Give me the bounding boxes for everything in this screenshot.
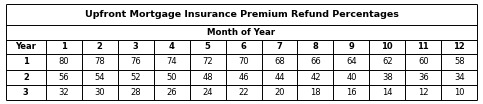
Text: 32: 32 [58, 88, 69, 97]
Text: 62: 62 [382, 58, 393, 66]
Text: 11: 11 [417, 42, 429, 51]
Text: 76: 76 [130, 58, 141, 66]
Text: 5: 5 [205, 42, 211, 51]
Text: 34: 34 [454, 73, 465, 82]
Text: 26: 26 [166, 88, 177, 97]
Text: 80: 80 [58, 58, 69, 66]
Text: 50: 50 [167, 73, 177, 82]
Text: 3: 3 [23, 88, 28, 97]
Text: 28: 28 [130, 88, 141, 97]
Text: 3: 3 [133, 42, 139, 51]
Text: 9: 9 [349, 42, 354, 51]
Text: 10: 10 [454, 88, 465, 97]
Text: 72: 72 [202, 58, 213, 66]
Text: 2: 2 [23, 73, 29, 82]
Text: 22: 22 [238, 88, 249, 97]
Text: 38: 38 [382, 73, 393, 82]
Text: 10: 10 [382, 42, 393, 51]
Text: 12: 12 [454, 42, 465, 51]
Text: 68: 68 [274, 58, 285, 66]
Text: 2: 2 [97, 42, 103, 51]
Text: 24: 24 [202, 88, 213, 97]
Text: 64: 64 [346, 58, 357, 66]
Text: 66: 66 [310, 58, 321, 66]
Text: 58: 58 [454, 58, 465, 66]
Text: 1: 1 [61, 42, 67, 51]
Text: 30: 30 [95, 88, 105, 97]
Text: 7: 7 [277, 42, 283, 51]
Text: 70: 70 [238, 58, 249, 66]
Text: 56: 56 [58, 73, 69, 82]
Text: 54: 54 [95, 73, 105, 82]
Text: 4: 4 [169, 42, 175, 51]
Text: 18: 18 [310, 88, 321, 97]
Text: 48: 48 [202, 73, 213, 82]
Text: 52: 52 [130, 73, 141, 82]
Text: 36: 36 [418, 73, 428, 82]
Text: Year: Year [15, 42, 36, 51]
Text: 78: 78 [94, 58, 105, 66]
Text: 60: 60 [418, 58, 428, 66]
Text: 14: 14 [382, 88, 393, 97]
Text: Upfront Mortgage Insurance Premium Refund Percentages: Upfront Mortgage Insurance Premium Refun… [85, 10, 398, 19]
Text: 46: 46 [238, 73, 249, 82]
Text: 40: 40 [346, 73, 356, 82]
Text: 1: 1 [23, 58, 29, 66]
Text: 74: 74 [166, 58, 177, 66]
Text: 42: 42 [310, 73, 321, 82]
Text: 20: 20 [274, 88, 285, 97]
Text: 8: 8 [313, 42, 318, 51]
Text: 12: 12 [418, 88, 428, 97]
Text: 16: 16 [346, 88, 357, 97]
Text: Month of Year: Month of Year [207, 28, 276, 37]
Text: 44: 44 [274, 73, 285, 82]
Text: 6: 6 [241, 42, 246, 51]
